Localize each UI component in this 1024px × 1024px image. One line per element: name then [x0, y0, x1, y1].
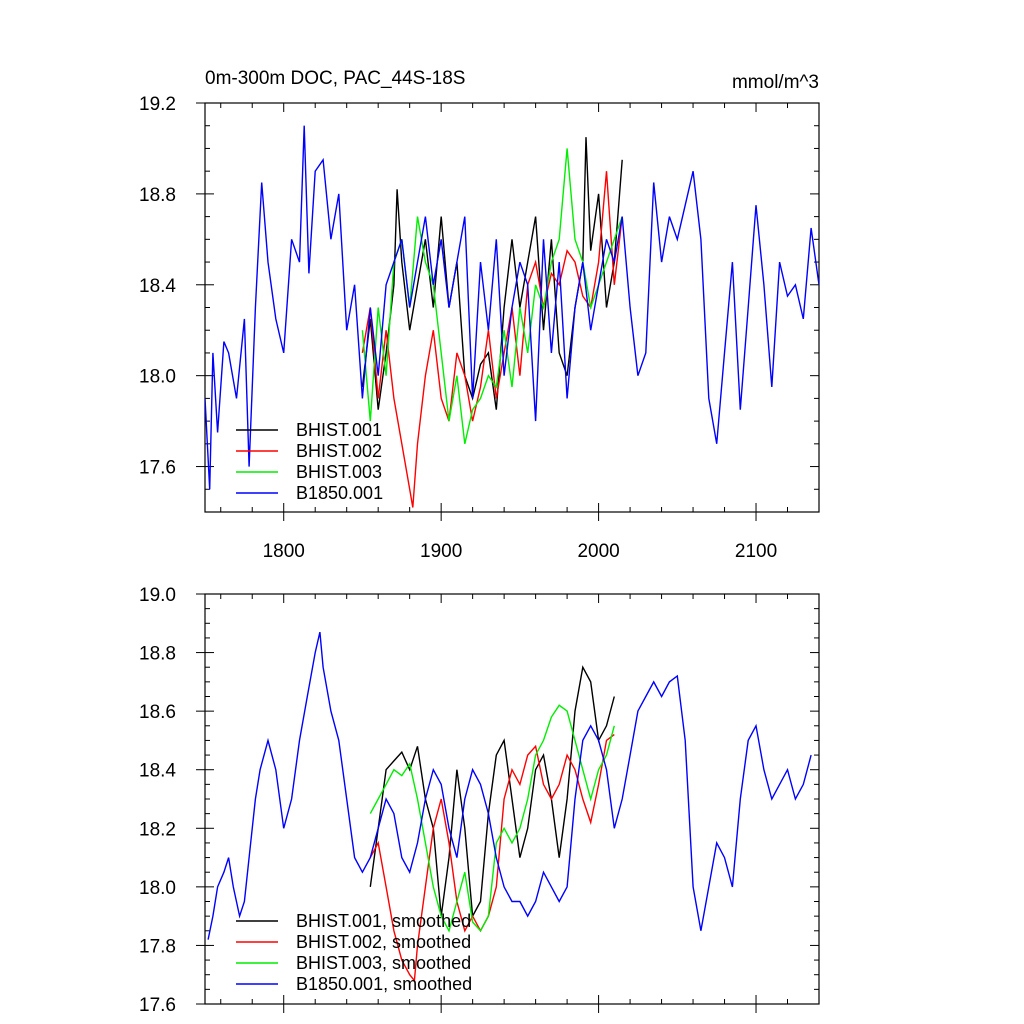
legend-label: BHIST.003: [296, 462, 382, 482]
legend-label: BHIST.001: [296, 420, 382, 440]
top-chart-units: mmol/m^3: [732, 72, 819, 93]
top-chart-title: 0m-300m DOC, PAC_44S-18S: [205, 68, 465, 89]
bottom-series-group: [207, 631, 812, 983]
y-tick-label: 17.8: [139, 936, 176, 957]
y-tick-label: 18.8: [139, 185, 176, 206]
series-line-4: [207, 631, 812, 940]
series-line-4: [205, 125, 819, 490]
legend-label: BHIST.001, smoothed: [296, 911, 471, 931]
y-tick-label: 18.0: [139, 878, 176, 899]
y-tick-label: 17.6: [139, 458, 176, 479]
legend-label: BHIST.003, smoothed: [296, 953, 471, 973]
bottom-axis-ticks: 17.6 17.8 18.0 18.2 18.4 18.6 18.8 19.0: [139, 585, 820, 1016]
x-tick-label: 1900: [420, 541, 462, 562]
legend-label: BHIST.002, smoothed: [296, 932, 471, 952]
legend-label: B1850.001, smoothed: [296, 974, 472, 994]
y-tick-label: 18.4: [139, 276, 176, 297]
y-tick-label: 17.6: [139, 995, 176, 1016]
bottom-chart-panel: 17.6 17.8 18.0 18.2 18.4 18.6 18.8 19.0 BHIST.0…: [139, 585, 820, 1016]
series-line-1: [369, 665, 615, 919]
series-line-3: [369, 704, 615, 933]
x-tick-label: 2100: [735, 541, 777, 562]
legend-label: BHIST.002: [296, 441, 382, 461]
y-tick-label: 18.6: [139, 702, 176, 723]
x-tick-label: 2000: [577, 541, 619, 562]
top-series-group: [205, 125, 819, 508]
legend-label: B1850.001: [296, 483, 383, 503]
x-tick-label: 1800: [263, 541, 305, 562]
y-tick-label: 19.0: [139, 585, 176, 606]
y-tick-label: 19.2: [139, 94, 176, 115]
y-tick-label: 18.0: [139, 367, 176, 388]
y-tick-label: 18.4: [139, 761, 176, 782]
y-tick-label: 18.8: [139, 644, 176, 665]
top-chart-panel: 0m-300m DOC, PAC_44S-18S mmol/m^3 1800 19…: [139, 68, 820, 562]
y-tick-label: 18.2: [139, 819, 176, 840]
top-axis-ticks: 1800 1900 2000 2100 17.6 18.0 18.4 18.8 19.2: [139, 94, 820, 562]
